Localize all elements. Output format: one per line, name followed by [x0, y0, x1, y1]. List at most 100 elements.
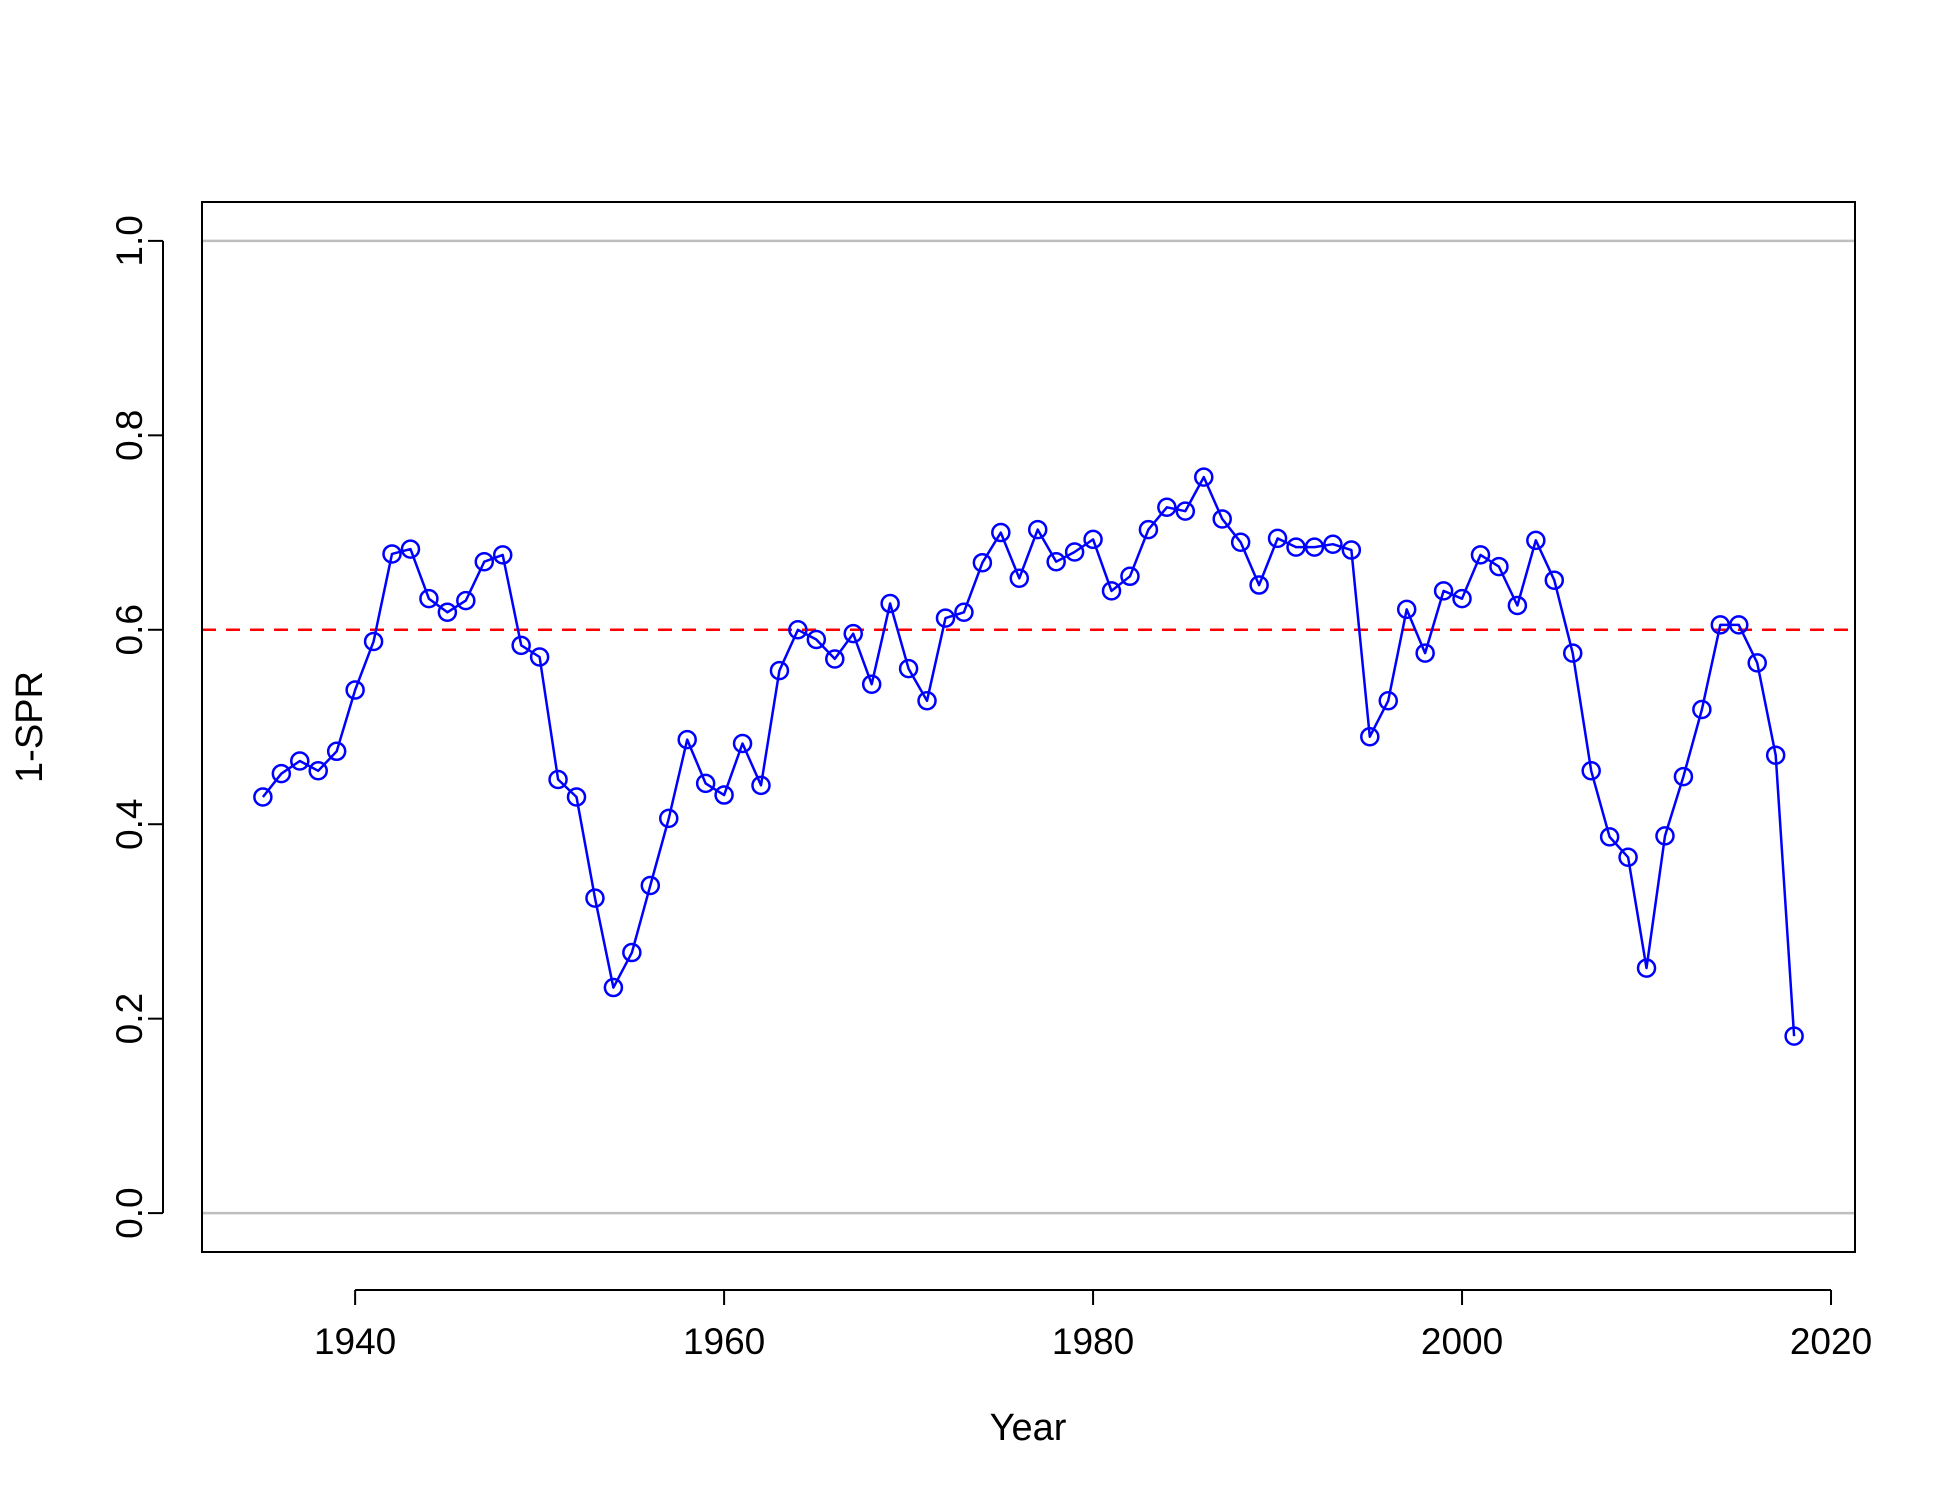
data-point: [1433, 581, 1454, 601]
data-point: [1323, 534, 1343, 554]
data-point: [677, 729, 697, 750]
data-point: [492, 545, 513, 565]
data-point: [419, 588, 439, 609]
data-point: [511, 635, 531, 656]
data-point: [1507, 595, 1528, 616]
data-point: [253, 787, 273, 807]
data-point: [1138, 519, 1159, 540]
data-point: [1064, 542, 1085, 562]
data-point: [382, 544, 402, 564]
data-point: [1120, 566, 1140, 587]
data-point: [1415, 643, 1435, 663]
x-axis-label: Year: [990, 1407, 1067, 1449]
data-point: [1544, 570, 1565, 590]
data-point: [529, 647, 550, 667]
data-point: [1710, 615, 1731, 635]
data-point: [603, 977, 624, 998]
data-point: [1083, 529, 1103, 550]
series-layer: [253, 467, 1804, 1046]
data-point: [1009, 568, 1030, 588]
data-point: [1175, 501, 1196, 521]
data-point: [271, 763, 292, 784]
data-point: [308, 761, 328, 781]
data-point: [345, 680, 365, 700]
data-point: [880, 593, 900, 614]
x-tick-label: 1960: [683, 1321, 765, 1362]
y-tick-label: 0.4: [109, 799, 150, 850]
data-point: [695, 773, 716, 794]
data-point: [622, 942, 642, 963]
data-point: [1673, 766, 1694, 787]
data-point: [1396, 599, 1417, 620]
data-point: [732, 733, 753, 754]
data-point: [1378, 691, 1398, 711]
data-point: [751, 775, 771, 796]
data-point: [1581, 761, 1601, 781]
data-point: [972, 552, 993, 573]
data-point: [806, 629, 827, 650]
data-point: [640, 875, 661, 896]
data-point: [437, 602, 458, 623]
data-point: [1194, 467, 1214, 487]
data-point: [991, 522, 1011, 543]
data-point: [1027, 519, 1048, 540]
data-point: [400, 539, 421, 559]
data-point: [917, 691, 937, 711]
data-point: [1526, 530, 1546, 551]
data-point: [363, 631, 384, 652]
x-axis: 1940 1960 1980 2000 2020: [314, 1289, 1872, 1362]
data-point: [843, 623, 863, 644]
data-point: [1452, 588, 1472, 609]
data-point: [1784, 1026, 1804, 1046]
data-point: [1304, 537, 1325, 557]
data-point: [659, 808, 679, 829]
data-point: [566, 787, 587, 807]
data-point: [769, 660, 790, 681]
data-point: [1599, 827, 1620, 847]
y-tick-label: 1.0: [109, 215, 150, 266]
data-point: [788, 620, 808, 640]
data-point: [1360, 726, 1380, 747]
data-point: [585, 888, 605, 908]
x-tick-label: 1940: [314, 1321, 396, 1362]
data-point: [1212, 509, 1232, 529]
y-tick-label: 0.8: [109, 410, 150, 461]
data-point: [1249, 575, 1269, 595]
data-point: [1692, 699, 1712, 720]
data-point: [1341, 540, 1362, 560]
y-axis: 0.0 0.2 0.4 0.6 0.8 1.0: [109, 215, 164, 1239]
data-point: [861, 674, 882, 694]
data-point: [1729, 615, 1749, 635]
data-point: [935, 608, 956, 628]
data-point: [1470, 545, 1491, 565]
data-point: [1046, 551, 1066, 572]
data-point: [1655, 826, 1675, 846]
data-point: [1562, 643, 1583, 663]
data-point: [456, 590, 476, 611]
data-point: [1230, 532, 1251, 553]
data-point: [1286, 537, 1306, 557]
reference-lines: [202, 239, 1855, 1215]
data-point: [474, 551, 495, 572]
data-point: [1747, 653, 1767, 673]
data-point: [898, 658, 919, 679]
data-point: [1618, 847, 1638, 868]
x-tick-label: 2000: [1421, 1321, 1503, 1362]
data-point: [548, 769, 568, 790]
data-point: [290, 751, 310, 771]
data-point: [1157, 497, 1177, 518]
y-tick-label: 0.0: [109, 1187, 150, 1238]
y-tick-label: 0.2: [109, 993, 150, 1044]
x-tick-label: 1980: [1052, 1321, 1134, 1362]
data-point: [326, 741, 347, 762]
data-point: [714, 785, 734, 805]
data-point: [1489, 556, 1509, 577]
data-point: [954, 602, 974, 623]
y-tick-label: 0.6: [109, 604, 150, 655]
data-point: [825, 649, 845, 669]
data-point: [1636, 958, 1657, 978]
x-tick-label: 2020: [1790, 1321, 1872, 1362]
data-point: [1101, 581, 1122, 601]
y-axis-label: 1-SPR: [9, 671, 51, 783]
